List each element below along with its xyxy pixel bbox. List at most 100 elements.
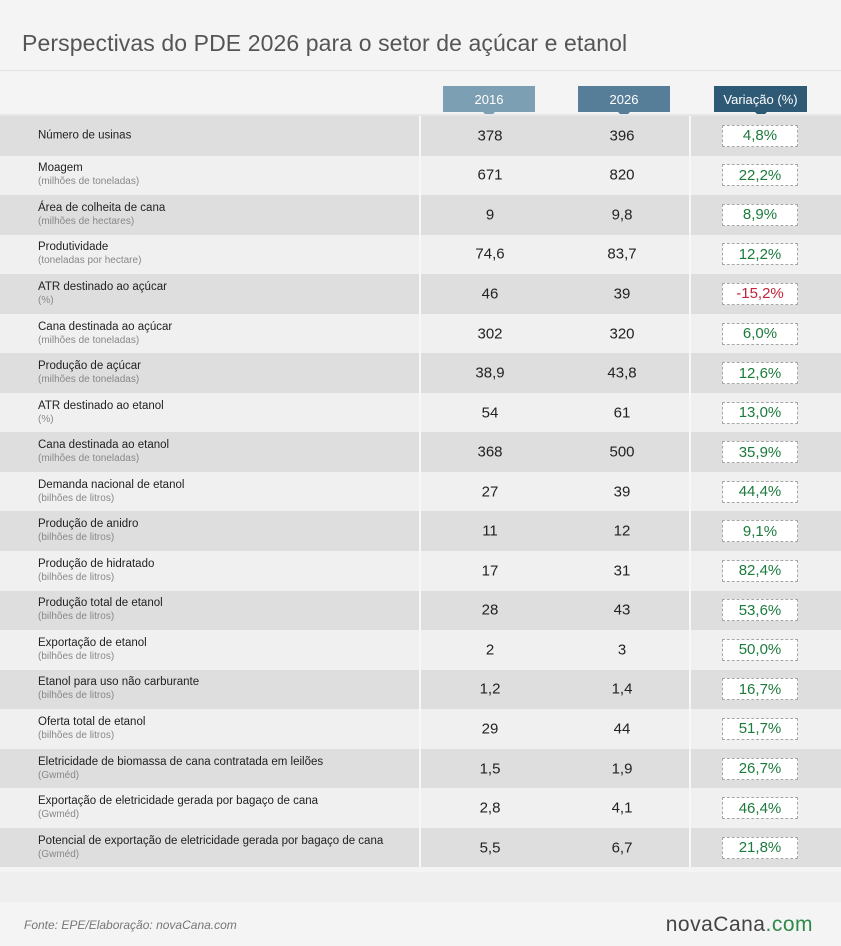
row-label: ATR destinado ao etanol (%) — [38, 400, 164, 426]
variation-badge: 13,0% — [722, 401, 798, 424]
value-2016: 74,6 — [475, 245, 505, 263]
value-2016: 1,2 — [479, 680, 501, 698]
variation-badge: -15,2% — [722, 282, 798, 305]
value-2016: 2,8 — [479, 799, 501, 817]
row-label: Número de usinas — [38, 129, 131, 142]
value-2016: 17 — [481, 562, 499, 580]
row-label-unit: (bilhões de litros) — [38, 532, 115, 544]
row-label-unit: (bilhões de litros) — [38, 492, 115, 504]
table-row: Produção de hidratado (bilhões de litros)… — [0, 551, 841, 591]
value-2026: 396 — [609, 127, 635, 145]
value-2016: 302 — [477, 325, 503, 342]
value-2026: 3 — [617, 641, 627, 659]
row-label: Moagem (milhões de toneladas) — [38, 162, 139, 188]
value-2016: 9 — [485, 206, 495, 224]
row-label: Cana destinada ao açúcar (milhões de tone… — [38, 321, 172, 347]
value-2016: 11 — [482, 522, 498, 540]
row-label-unit: (Gwméd) — [38, 809, 80, 821]
variation-badge: 21,8% — [722, 836, 798, 859]
row-label-main: Exportação de eletricidade gerada por ba… — [38, 795, 319, 808]
variation-badge: 9,1% — [722, 520, 798, 543]
table-row: Etanol para uso não carburante (bilhões d… — [0, 669, 841, 710]
variation-badge: 53,6% — [722, 599, 798, 622]
table-row: Produção total de etanol (bilhões de litr… — [0, 590, 841, 631]
row-label-unit: (%) — [38, 413, 54, 425]
value-2026: 820 — [609, 166, 635, 184]
row-label: Demanda nacional de etanol (bilhões de li… — [38, 479, 184, 505]
variation-badge: 44,4% — [722, 480, 798, 503]
column-header-2016: 2016 — [443, 86, 535, 118]
table-row: Potencial de exportação de eletricidade … — [0, 827, 841, 868]
value-2026: 6,7 — [611, 839, 633, 857]
row-label: Etanol para uso não carburante (bilhões d… — [38, 676, 199, 702]
row-label-main: ATR destinado ao açúcar — [38, 280, 167, 293]
row-label-main: Oferta total de etanol — [38, 715, 146, 728]
table-row: Número de usinas 378 396 4,8% — [0, 116, 841, 156]
value-2026: 83,7 — [607, 245, 637, 263]
variation-badge: 12,2% — [722, 243, 798, 266]
value-2016: 5,5 — [479, 839, 501, 857]
row-label: Produção de anidro (bilhões de litros) — [38, 518, 138, 544]
row-label: Exportação de etanol (bilhões de litros) — [38, 637, 147, 663]
data-table: Número de usinas 378 396 4,8% Moagem (milhões… — [0, 114, 841, 872]
table-row: Oferta total de etanol (bilhões de litros… — [0, 709, 841, 749]
row-label-unit: (milhões de toneladas) — [38, 334, 140, 346]
row-label: Eletricidade de biomassa de cana contrat… — [38, 756, 323, 782]
row-label-main: Área de colheita de cana — [38, 201, 166, 214]
row-label-unit: (toneladas por hectare) — [38, 255, 142, 267]
table-row: Cana destinada ao etanol (milhões de tone… — [0, 432, 841, 472]
table-row: Exportação de eletricidade gerada por ba… — [0, 788, 841, 828]
variation-badge: 35,9% — [722, 441, 798, 464]
variation-badge: 46,4% — [722, 797, 798, 820]
variation-badge: 4,8% — [722, 124, 798, 147]
variation-badge: 8,9% — [722, 203, 798, 226]
row-label: Produção de açúcar (milhões de toneladas) — [38, 360, 141, 386]
row-label-main: Produção total de etanol — [38, 597, 163, 610]
row-label: Produção de hidratado (bilhões de litros) — [38, 558, 154, 584]
row-label-unit: (bilhões de litros) — [38, 611, 115, 623]
table-row: Exportação de etanol (bilhões de litros) 2… — [0, 630, 841, 670]
table-row: Área de colheita de cana (milhões de hect… — [0, 195, 841, 235]
row-label-unit: (bilhões de litros) — [38, 729, 115, 741]
column-header-variation: Variação (%) — [714, 86, 807, 118]
value-2026: 61 — [613, 404, 631, 422]
variation-badge: 16,7% — [722, 678, 798, 701]
value-2026: 12 — [613, 522, 631, 540]
row-label-unit: (milhões de hectares) — [38, 215, 135, 227]
row-label: Cana destinada ao etanol (milhões de tone… — [38, 439, 169, 465]
row-label-main: Produção de hidratado — [38, 557, 155, 570]
row-label-unit: (bilhões de litros) — [38, 690, 115, 702]
row-label: Produtividade (toneladas por hectare) — [38, 241, 141, 267]
row-label-unit: (milhões de toneladas) — [38, 176, 140, 188]
value-2016: 368 — [477, 443, 503, 461]
value-2026: 43,8 — [607, 364, 637, 382]
value-2026: 39 — [613, 483, 631, 501]
table-row: Cana destinada ao açúcar (milhões de tone… — [0, 313, 841, 354]
brand-logo: novaCana.com — [666, 913, 813, 937]
row-label-unit: (%) — [38, 294, 54, 306]
value-2026: 39 — [613, 285, 631, 303]
row-label-main: Produtividade — [38, 241, 109, 254]
value-2016: 28 — [481, 601, 499, 619]
row-label: Oferta total de etanol (bilhões de litros… — [38, 716, 145, 742]
table-row: ATR destinado ao etanol (%) 54 61 13,0% — [0, 392, 841, 433]
row-label-main: Produção de anidro — [38, 518, 139, 531]
value-2026: 320 — [609, 325, 635, 342]
row-label-unit: (bilhões de litros) — [38, 571, 115, 583]
value-2026: 1,9 — [611, 760, 633, 778]
title-divider — [0, 70, 841, 71]
row-label-main: ATR destinado ao etanol — [38, 399, 164, 412]
value-2026: 44 — [613, 720, 631, 738]
value-2026: 43 — [613, 601, 631, 619]
row-label-main: Número de usinas — [38, 129, 132, 142]
value-2016: 378 — [477, 127, 503, 145]
row-label-unit: (milhões de toneladas) — [38, 374, 140, 386]
value-2026: 9,8 — [611, 206, 633, 224]
row-label: Produção total de etanol (bilhões de litr… — [38, 597, 163, 623]
source-note: Fonte: EPE/Elaboração: novaCana.com — [24, 918, 237, 932]
row-label-main: Moagem — [38, 162, 83, 175]
variation-badge: 12,6% — [722, 362, 798, 385]
value-2026: 4,1 — [611, 799, 633, 817]
variation-badge: 22,2% — [722, 164, 798, 187]
row-label-unit: (Gwméd) — [38, 769, 80, 781]
